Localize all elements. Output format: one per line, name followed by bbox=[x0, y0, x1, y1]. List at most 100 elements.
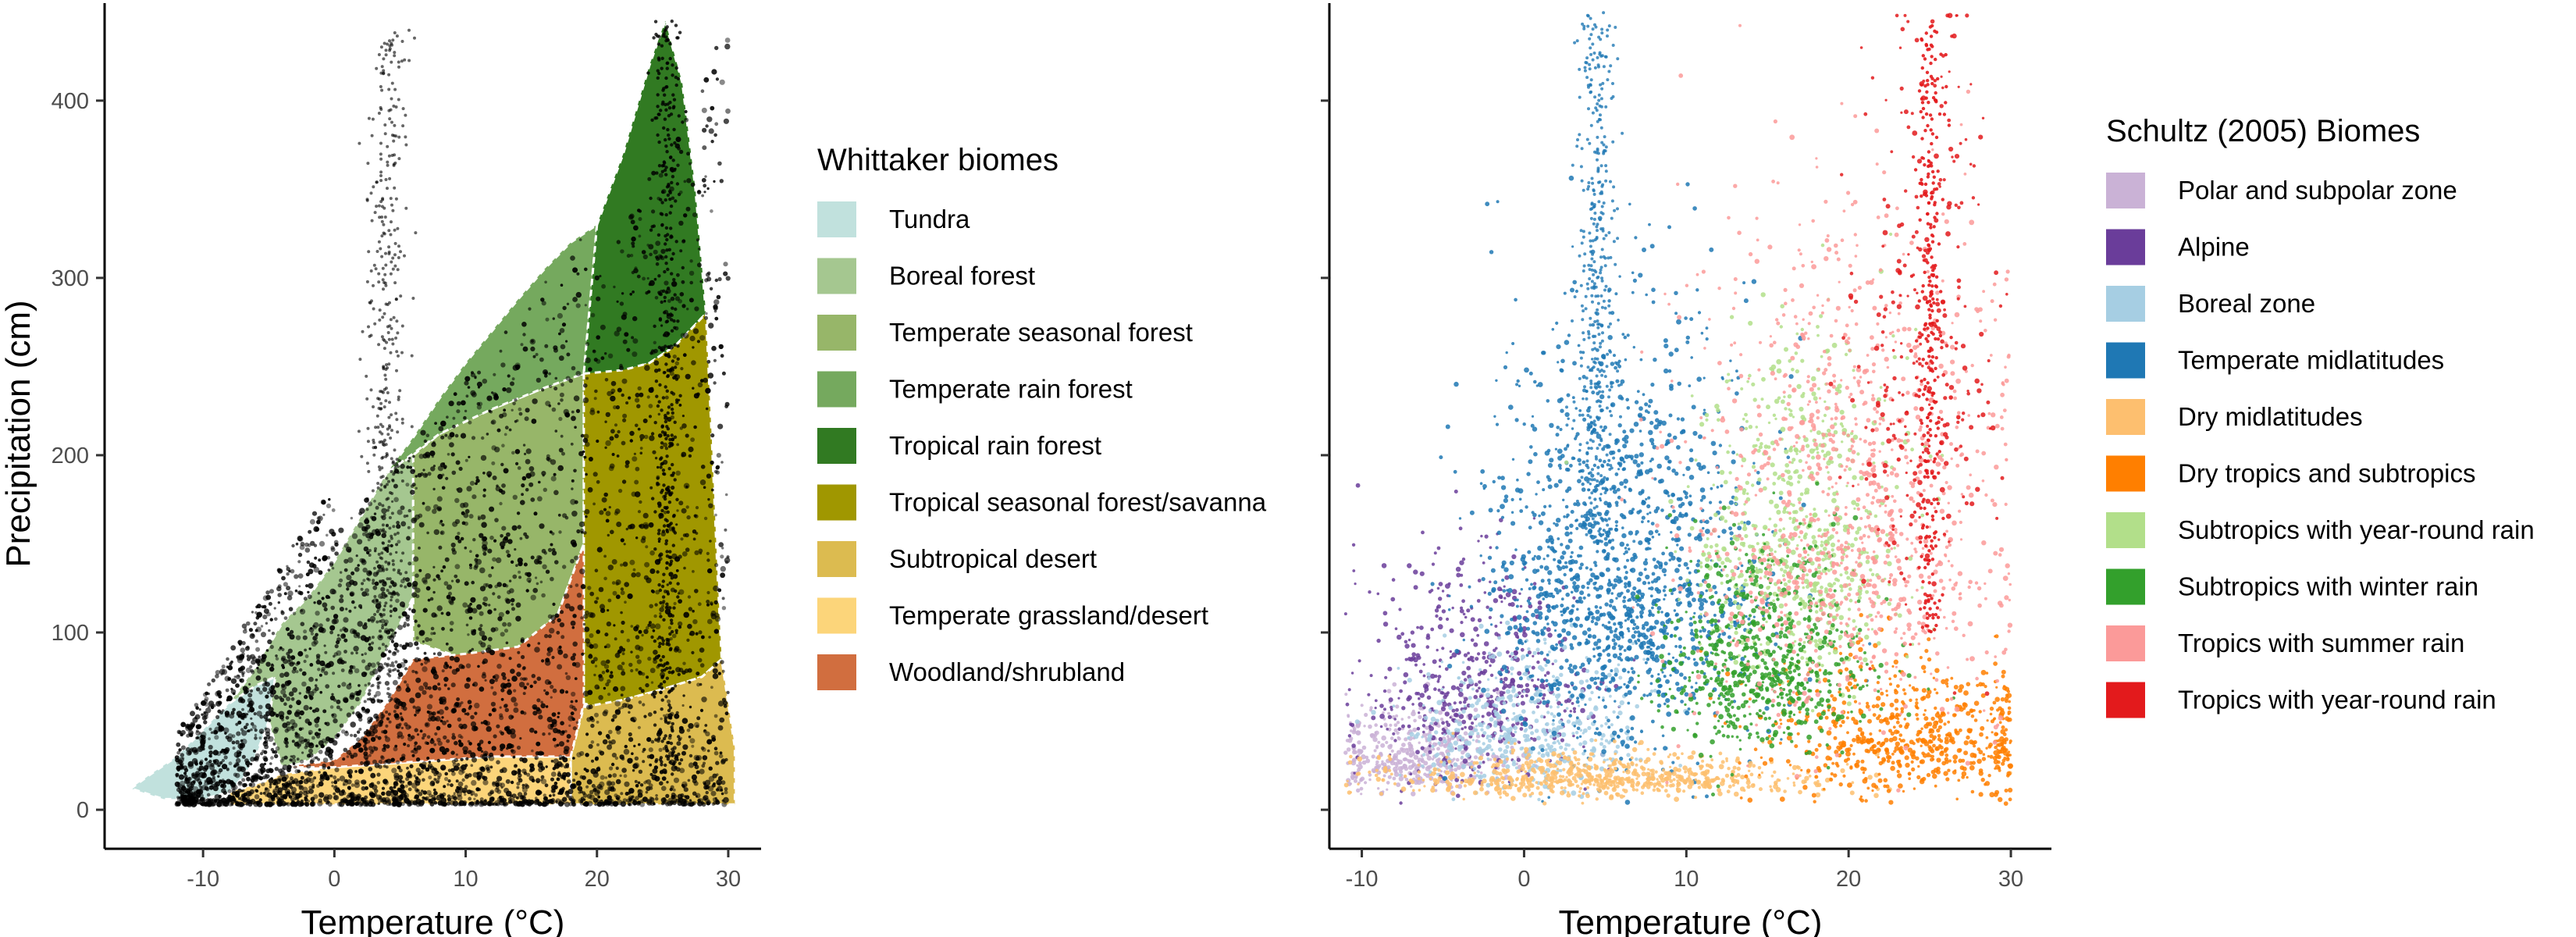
data-point bbox=[429, 638, 432, 642]
data-point bbox=[248, 655, 253, 659]
data-point bbox=[221, 748, 225, 752]
data-point bbox=[611, 453, 615, 456]
data-point bbox=[318, 740, 324, 746]
data-point bbox=[667, 490, 671, 494]
data-point bbox=[216, 801, 222, 807]
data-point bbox=[455, 753, 458, 757]
data-point bbox=[378, 318, 382, 322]
data-point bbox=[393, 668, 397, 672]
data-point bbox=[372, 728, 378, 734]
data-point bbox=[539, 357, 544, 362]
data-point bbox=[568, 715, 574, 721]
data-point bbox=[614, 508, 621, 515]
data-point bbox=[395, 550, 398, 554]
data-point bbox=[656, 404, 660, 408]
data-point bbox=[269, 666, 275, 672]
data-point bbox=[392, 139, 396, 143]
data-point bbox=[378, 502, 382, 507]
data-point bbox=[694, 514, 699, 518]
data-point bbox=[686, 638, 690, 643]
data-point bbox=[600, 775, 605, 780]
data-point bbox=[667, 485, 671, 490]
data-point bbox=[308, 771, 311, 774]
data-point bbox=[343, 799, 348, 803]
data-point bbox=[663, 311, 667, 315]
data-point bbox=[607, 774, 612, 778]
data-point bbox=[637, 793, 643, 798]
data-point bbox=[489, 410, 493, 414]
data-point bbox=[276, 796, 280, 800]
data-point bbox=[699, 280, 703, 283]
data-point bbox=[521, 483, 525, 488]
data-point bbox=[308, 647, 311, 650]
data-point bbox=[653, 711, 657, 714]
data-point bbox=[703, 516, 708, 521]
data-point bbox=[558, 332, 561, 336]
data-point bbox=[418, 513, 423, 518]
data-point bbox=[492, 803, 495, 806]
data-point bbox=[371, 636, 375, 640]
data-point bbox=[270, 747, 275, 752]
data-point bbox=[629, 254, 634, 258]
data-point bbox=[649, 604, 653, 609]
data-point bbox=[664, 262, 668, 265]
data-point bbox=[368, 501, 373, 507]
data-point bbox=[350, 733, 354, 737]
data-point bbox=[308, 583, 314, 589]
data-point bbox=[357, 621, 363, 627]
data-point bbox=[415, 475, 418, 478]
data-point bbox=[204, 801, 208, 805]
data-point bbox=[337, 583, 342, 588]
data-point bbox=[433, 529, 439, 536]
data-point bbox=[523, 686, 527, 690]
data-point bbox=[614, 637, 617, 641]
left-scatter-points bbox=[174, 20, 731, 807]
data-point bbox=[416, 733, 420, 736]
data-point bbox=[377, 204, 381, 208]
data-point bbox=[274, 754, 279, 759]
data-point bbox=[502, 537, 509, 543]
data-point bbox=[372, 579, 375, 583]
data-point bbox=[638, 234, 642, 238]
data-point bbox=[713, 714, 718, 718]
data-point bbox=[431, 442, 436, 447]
data-point bbox=[506, 532, 511, 537]
data-point bbox=[593, 673, 596, 677]
data-point bbox=[534, 755, 539, 761]
data-point bbox=[281, 683, 286, 688]
data-point bbox=[486, 725, 492, 732]
data-point bbox=[329, 705, 334, 709]
data-point bbox=[406, 536, 411, 541]
data-point bbox=[514, 800, 518, 803]
data-point bbox=[326, 503, 332, 509]
data-point bbox=[375, 715, 379, 719]
data-point bbox=[377, 634, 384, 641]
data-point bbox=[251, 611, 254, 614]
data-point bbox=[379, 247, 382, 251]
data-point bbox=[676, 741, 681, 746]
data-point bbox=[558, 355, 564, 362]
data-point bbox=[542, 732, 546, 736]
data-point bbox=[520, 637, 525, 642]
data-point bbox=[545, 691, 550, 696]
data-point bbox=[393, 697, 399, 704]
data-point bbox=[311, 800, 315, 804]
data-point bbox=[243, 771, 248, 777]
data-point bbox=[278, 711, 285, 718]
data-point bbox=[469, 566, 473, 570]
data-point bbox=[654, 457, 658, 460]
data-point bbox=[477, 370, 482, 375]
data-point bbox=[575, 291, 582, 298]
data-point bbox=[717, 588, 722, 593]
data-point bbox=[204, 702, 208, 707]
data-point bbox=[294, 589, 298, 593]
data-point bbox=[198, 761, 204, 766]
data-point bbox=[393, 264, 397, 268]
data-point bbox=[715, 470, 720, 475]
data-point bbox=[646, 276, 649, 280]
data-point bbox=[384, 53, 388, 57]
data-point bbox=[517, 663, 521, 668]
data-point bbox=[653, 723, 657, 727]
data-point bbox=[587, 486, 593, 493]
data-point bbox=[270, 756, 274, 760]
